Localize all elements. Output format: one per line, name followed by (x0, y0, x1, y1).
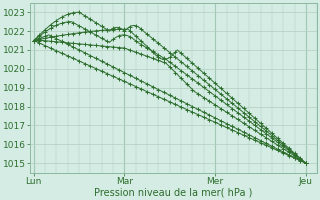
X-axis label: Pression niveau de la mer( hPa ): Pression niveau de la mer( hPa ) (94, 187, 253, 197)
